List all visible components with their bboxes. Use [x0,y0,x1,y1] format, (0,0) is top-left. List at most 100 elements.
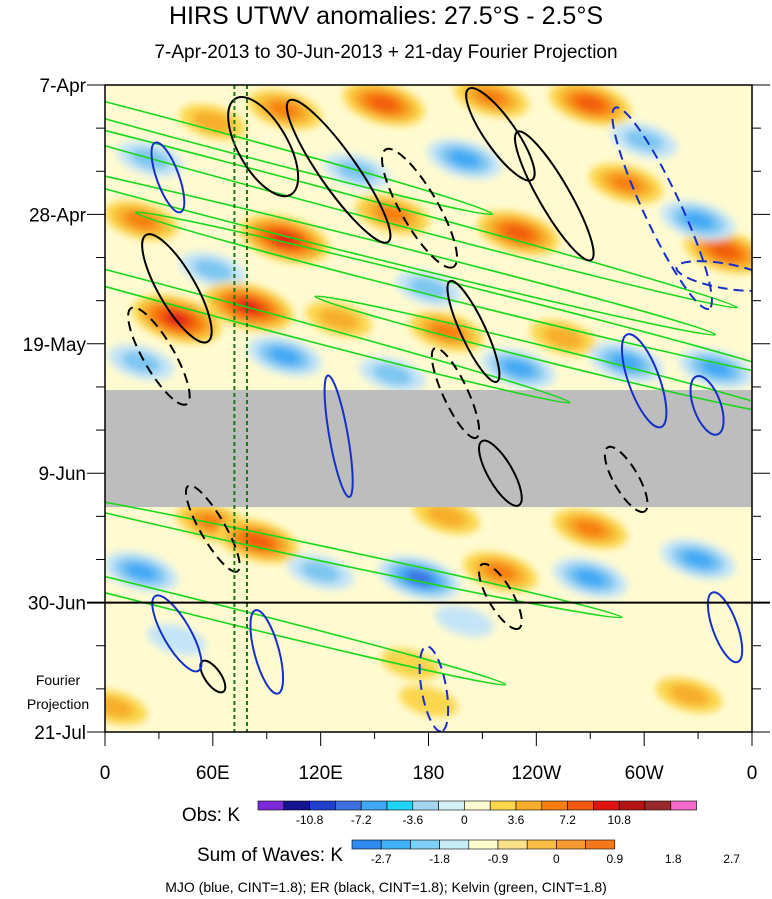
anomaly-level [484,563,517,581]
chart-subtitle: 7-Apr-2013 to 30-Jun-2013 + 21-day Fouri… [154,42,617,63]
y-tick-label: 30-Jun [28,594,86,615]
anomaly-blob [684,229,752,274]
er-contour [127,306,191,406]
anomaly-level [682,550,714,569]
colorbar-tick-label: 1.8 [665,852,682,866]
x-tick-label: 180 [413,763,445,784]
colorbar-box [497,839,528,850]
anomaly-blob [661,539,736,580]
y-tick-label: 21-Jul [34,723,86,744]
anomaly-level [369,96,398,111]
mjo-contour [706,591,744,664]
x-tick-label: 0 [747,763,758,784]
colorbar-box [283,800,310,811]
y-axis: 7-Apr 28-Apr 19-May 9-Jun 30-Jun 21-Jul [23,76,770,744]
anomaly-level [448,150,481,168]
er-contour [446,279,501,384]
anomaly-blob [105,200,178,241]
kelvin-contour [105,85,494,216]
colorbar-tick-label: -1.8 [429,852,450,866]
chart-title: HIRS UTWV anomalies: 27.5°S - 2.5°S [169,2,603,30]
colorbar-box [593,800,620,811]
mjo-contour [151,594,203,673]
er-contour [184,484,241,573]
anomaly-blob [399,685,458,717]
er-contour [478,439,523,507]
anomaly-blob [359,356,426,393]
obs-colorbar-label: Obs: K [182,805,240,826]
colorbar-box [489,800,517,811]
waves-colorbar-label: Sum of Waves: K [197,845,343,866]
colorbar-box [410,839,440,850]
colorbar-box [464,800,491,811]
anomaly-level [336,160,377,182]
x-tick-label: 60E [196,763,230,784]
anomaly-blob [553,508,628,549]
colorbar-box [360,800,388,811]
anomaly-level [574,520,607,538]
fourier-label: Fourier [36,672,81,688]
anomaly-blob [105,689,148,726]
er-contour [381,147,458,269]
anomaly-level [408,277,449,300]
mjo-contour [620,333,668,429]
anomaly-level [318,308,359,330]
anomaly-level [121,351,161,373]
colorbar-tick-label: -2.7 [371,852,392,866]
anomaly-level [610,353,643,371]
colorbar-tick-label: 2.7 [723,852,740,866]
x-tick-label: 120W [512,763,562,784]
kelvin-contour [314,295,752,417]
colorbar-box [670,800,697,811]
mjo-contour [323,374,354,498]
y-tick-label: 19-May [23,335,87,356]
x-tick-label: 0 [100,763,111,784]
anomaly-blob [553,557,628,598]
anomaly-level [430,322,463,341]
anomaly-level [405,570,434,586]
x-axis: 0 60E 120E 180 120W 60W 0 [100,732,758,784]
anomaly-blob [323,153,390,190]
colorbar-box [644,800,672,811]
anomaly-level [435,605,494,637]
colorbar-tick-label: 0 [461,813,468,827]
obs-colorbar: -10.8 -7.2 -3.6 0 3.6 7.2 10.8 [257,800,697,827]
colorbar-box [556,839,586,850]
anomaly-blob [427,138,502,179]
colorbar-tick-label: 7.2 [559,813,576,827]
reference-longitude-lines [233,85,248,732]
colorbar-box [567,800,594,811]
colorbar-tick-label: -7.2 [351,813,372,827]
anomaly-level [624,129,665,152]
colorbar-box [585,839,616,850]
colorbar-tick-label: 0 [553,852,560,866]
colorbar-box [526,839,557,850]
anomaly-level [576,96,604,111]
anomaly-level [105,696,134,719]
anomaly-blob [179,252,246,288]
kelvin-contour [105,209,571,404]
colorbar-box [351,839,382,850]
colorbar-tick-label: 3.6 [508,813,525,827]
anomaly-blob [381,648,440,680]
x-tick-label: 120E [298,763,342,784]
kelvin-contour [134,211,752,378]
mjo-contour [611,106,713,311]
anomaly-level [399,685,458,717]
colorbar-box [412,800,439,811]
anomaly-blob [105,551,178,592]
anomaly-blob [413,498,480,535]
colorbar-box [468,839,499,850]
colorbar-box [386,800,414,811]
er-contour [514,130,595,262]
colorbar-tick-label: -10.8 [296,813,324,827]
colorbar-tick-label: -3.6 [402,813,423,827]
anomaly-level [125,212,157,230]
anomaly-level [669,684,709,706]
anomaly-level [381,648,440,680]
anomaly-level [711,243,739,259]
mjo-contour [689,375,725,436]
anomaly-blob [247,336,322,377]
anomaly-level [268,347,301,365]
anomaly-level [504,225,532,241]
